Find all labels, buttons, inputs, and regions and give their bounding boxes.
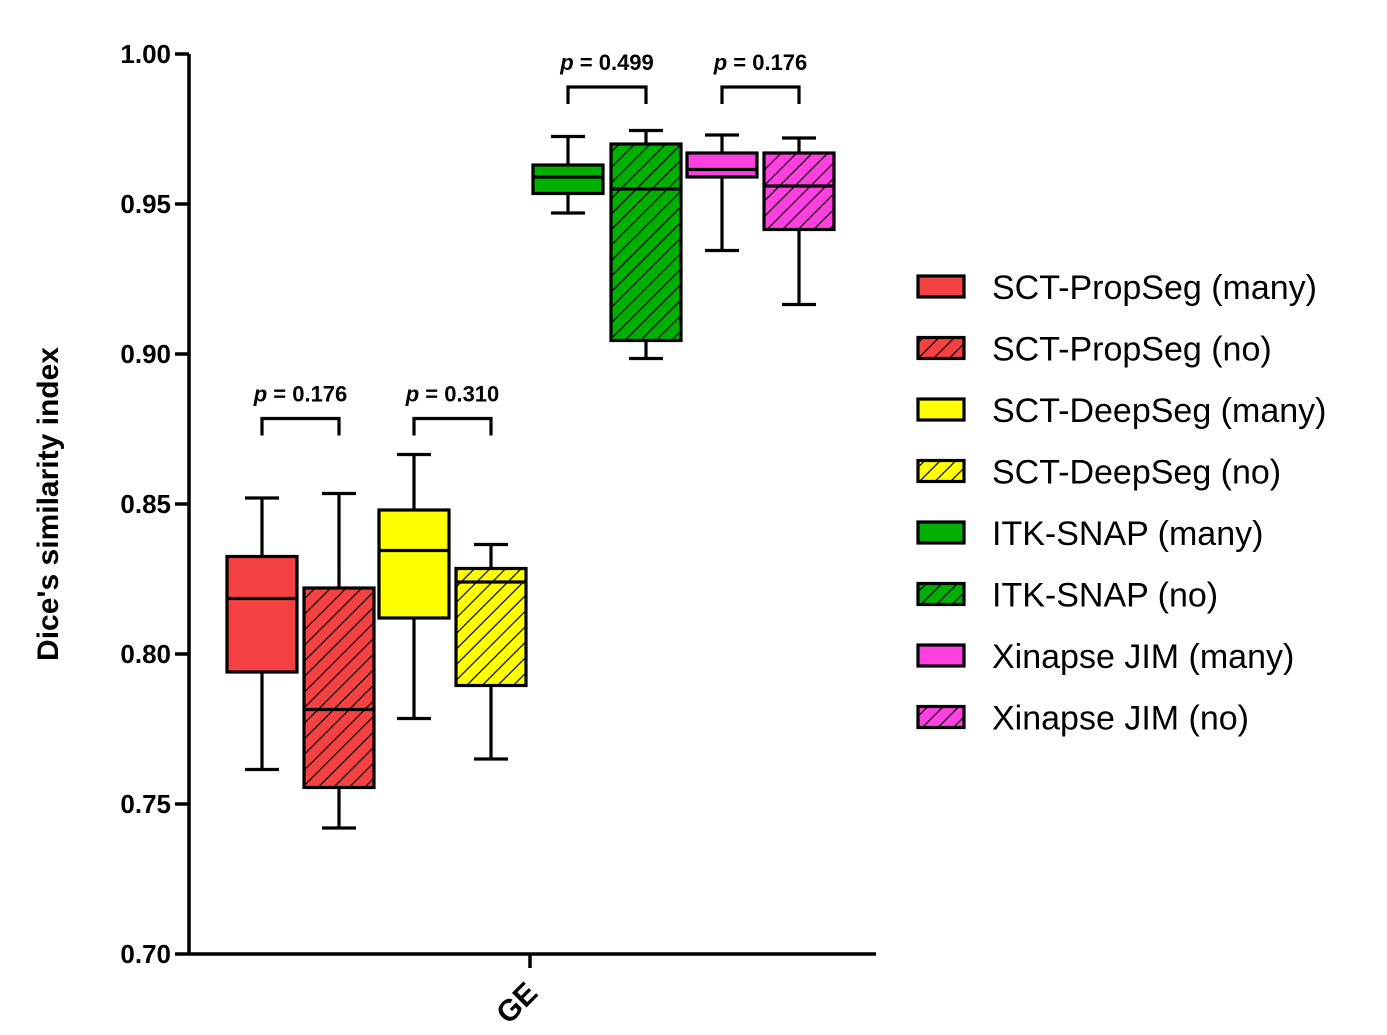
p-value-label: p = 0.499: [559, 50, 654, 75]
legend-label: ITK-SNAP (many): [992, 515, 1263, 553]
box-hatch: [764, 153, 834, 230]
significance-bracket: [720, 85, 801, 104]
legend-swatch-hatch: [918, 337, 964, 359]
box-3: [377, 452, 451, 721]
box-fill: [379, 510, 449, 618]
p-value-annotations: p = 0.176 p = 0.310 p = 0.499 p = 0.176: [253, 50, 808, 436]
legend-swatch-outline: [916, 581, 966, 607]
legend-swatch-fill: [918, 522, 964, 543]
y-tick-label: 0.85: [120, 489, 171, 519]
legend-item-2: SCT-PropSeg (no): [916, 331, 1272, 369]
box-outline: [454, 566, 528, 688]
legend-swatch-fill: [918, 645, 964, 666]
box-outline: [609, 142, 683, 343]
legend-swatch-outline: [916, 335, 966, 361]
p-value-label: p = 0.176: [253, 382, 348, 407]
x-tick-label: GE: [490, 976, 544, 1030]
legend-label: SCT-DeepSeg (no): [992, 454, 1281, 492]
legend-label: SCT-DeepSeg (many): [992, 392, 1326, 430]
p-value-annotation-4: p = 0.176: [713, 50, 808, 104]
box-1: [225, 496, 299, 772]
legend-swatch-outline: [916, 520, 966, 545]
legend-swatch-outline: [916, 704, 966, 730]
p-value-label: p = 0.176: [713, 50, 808, 75]
box-fill: [687, 153, 757, 177]
legend-swatch-outline: [916, 458, 966, 484]
legend-swatch-outline: [916, 397, 966, 422]
y-ticks: 0.70 0.75 0.80 0.85 0.90 0.95 1.00: [120, 39, 189, 969]
legend-swatch-fill: [918, 399, 964, 420]
box-outline: [225, 554, 299, 674]
box-5: [531, 134, 605, 215]
box-6: [609, 128, 683, 361]
y-tick-label: 0.75: [120, 789, 171, 819]
legend-label: Xinapse JIM (many): [992, 638, 1294, 676]
y-axis-title: Dice's similarity index: [32, 347, 65, 661]
box-outline: [531, 163, 605, 196]
legend-item-3: SCT-DeepSeg (many): [916, 392, 1326, 430]
box-outline: [685, 151, 759, 179]
box-hatch: [304, 588, 374, 788]
p-value-annotation-3: p = 0.499: [559, 50, 654, 104]
boxes-group: [225, 128, 836, 830]
significance-bracket: [566, 85, 648, 104]
box-4: [454, 542, 528, 761]
legend-swatch-outline: [916, 274, 966, 299]
y-tick-label: 0.90: [120, 339, 171, 369]
box-hatch: [456, 568, 526, 686]
box-fill: [227, 556, 297, 672]
legend-label: SCT-PropSeg (no): [992, 331, 1272, 369]
significance-bracket: [412, 416, 493, 436]
y-tick-label: 0.80: [120, 639, 171, 669]
box-outline: [762, 151, 836, 232]
legend: SCT-PropSeg (many) SCT-PropSeg (no) SCT-De…: [916, 269, 1326, 738]
legend-swatch-hatch: [918, 706, 964, 728]
significance-bracket: [260, 416, 341, 436]
legend-item-4: SCT-DeepSeg (no): [916, 454, 1281, 492]
box-outline: [377, 508, 451, 620]
legend-item-5: ITK-SNAP (many): [916, 515, 1263, 553]
box-2: [302, 491, 376, 830]
legend-label: ITK-SNAP (no): [992, 577, 1218, 615]
y-tick-label: 0.95: [120, 189, 171, 219]
legend-label: Xinapse JIM (no): [992, 700, 1249, 738]
legend-item-8: Xinapse JIM (no): [916, 700, 1249, 738]
legend-item-1: SCT-PropSeg (many): [916, 269, 1317, 307]
legend-swatch-hatch: [918, 583, 964, 605]
box-outline: [302, 586, 376, 790]
legend-swatch-hatch: [918, 460, 964, 482]
p-value-label: p = 0.310: [405, 382, 500, 407]
legend-label: SCT-PropSeg (many): [992, 269, 1317, 307]
y-tick-label: 0.70: [120, 939, 171, 969]
box-7: [685, 133, 759, 253]
legend-swatch-fill: [918, 276, 964, 297]
p-value-annotation-1: p = 0.176: [253, 382, 348, 436]
legend-swatch-outline: [916, 643, 966, 668]
p-value-annotation-2: p = 0.310: [405, 382, 500, 436]
box-hatch: [611, 144, 681, 341]
y-tick-label: 1.00: [120, 39, 171, 69]
legend-item-6: ITK-SNAP (no): [916, 577, 1218, 615]
box-8: [762, 136, 836, 307]
box-fill: [533, 165, 603, 194]
legend-item-7: Xinapse JIM (many): [916, 638, 1294, 676]
